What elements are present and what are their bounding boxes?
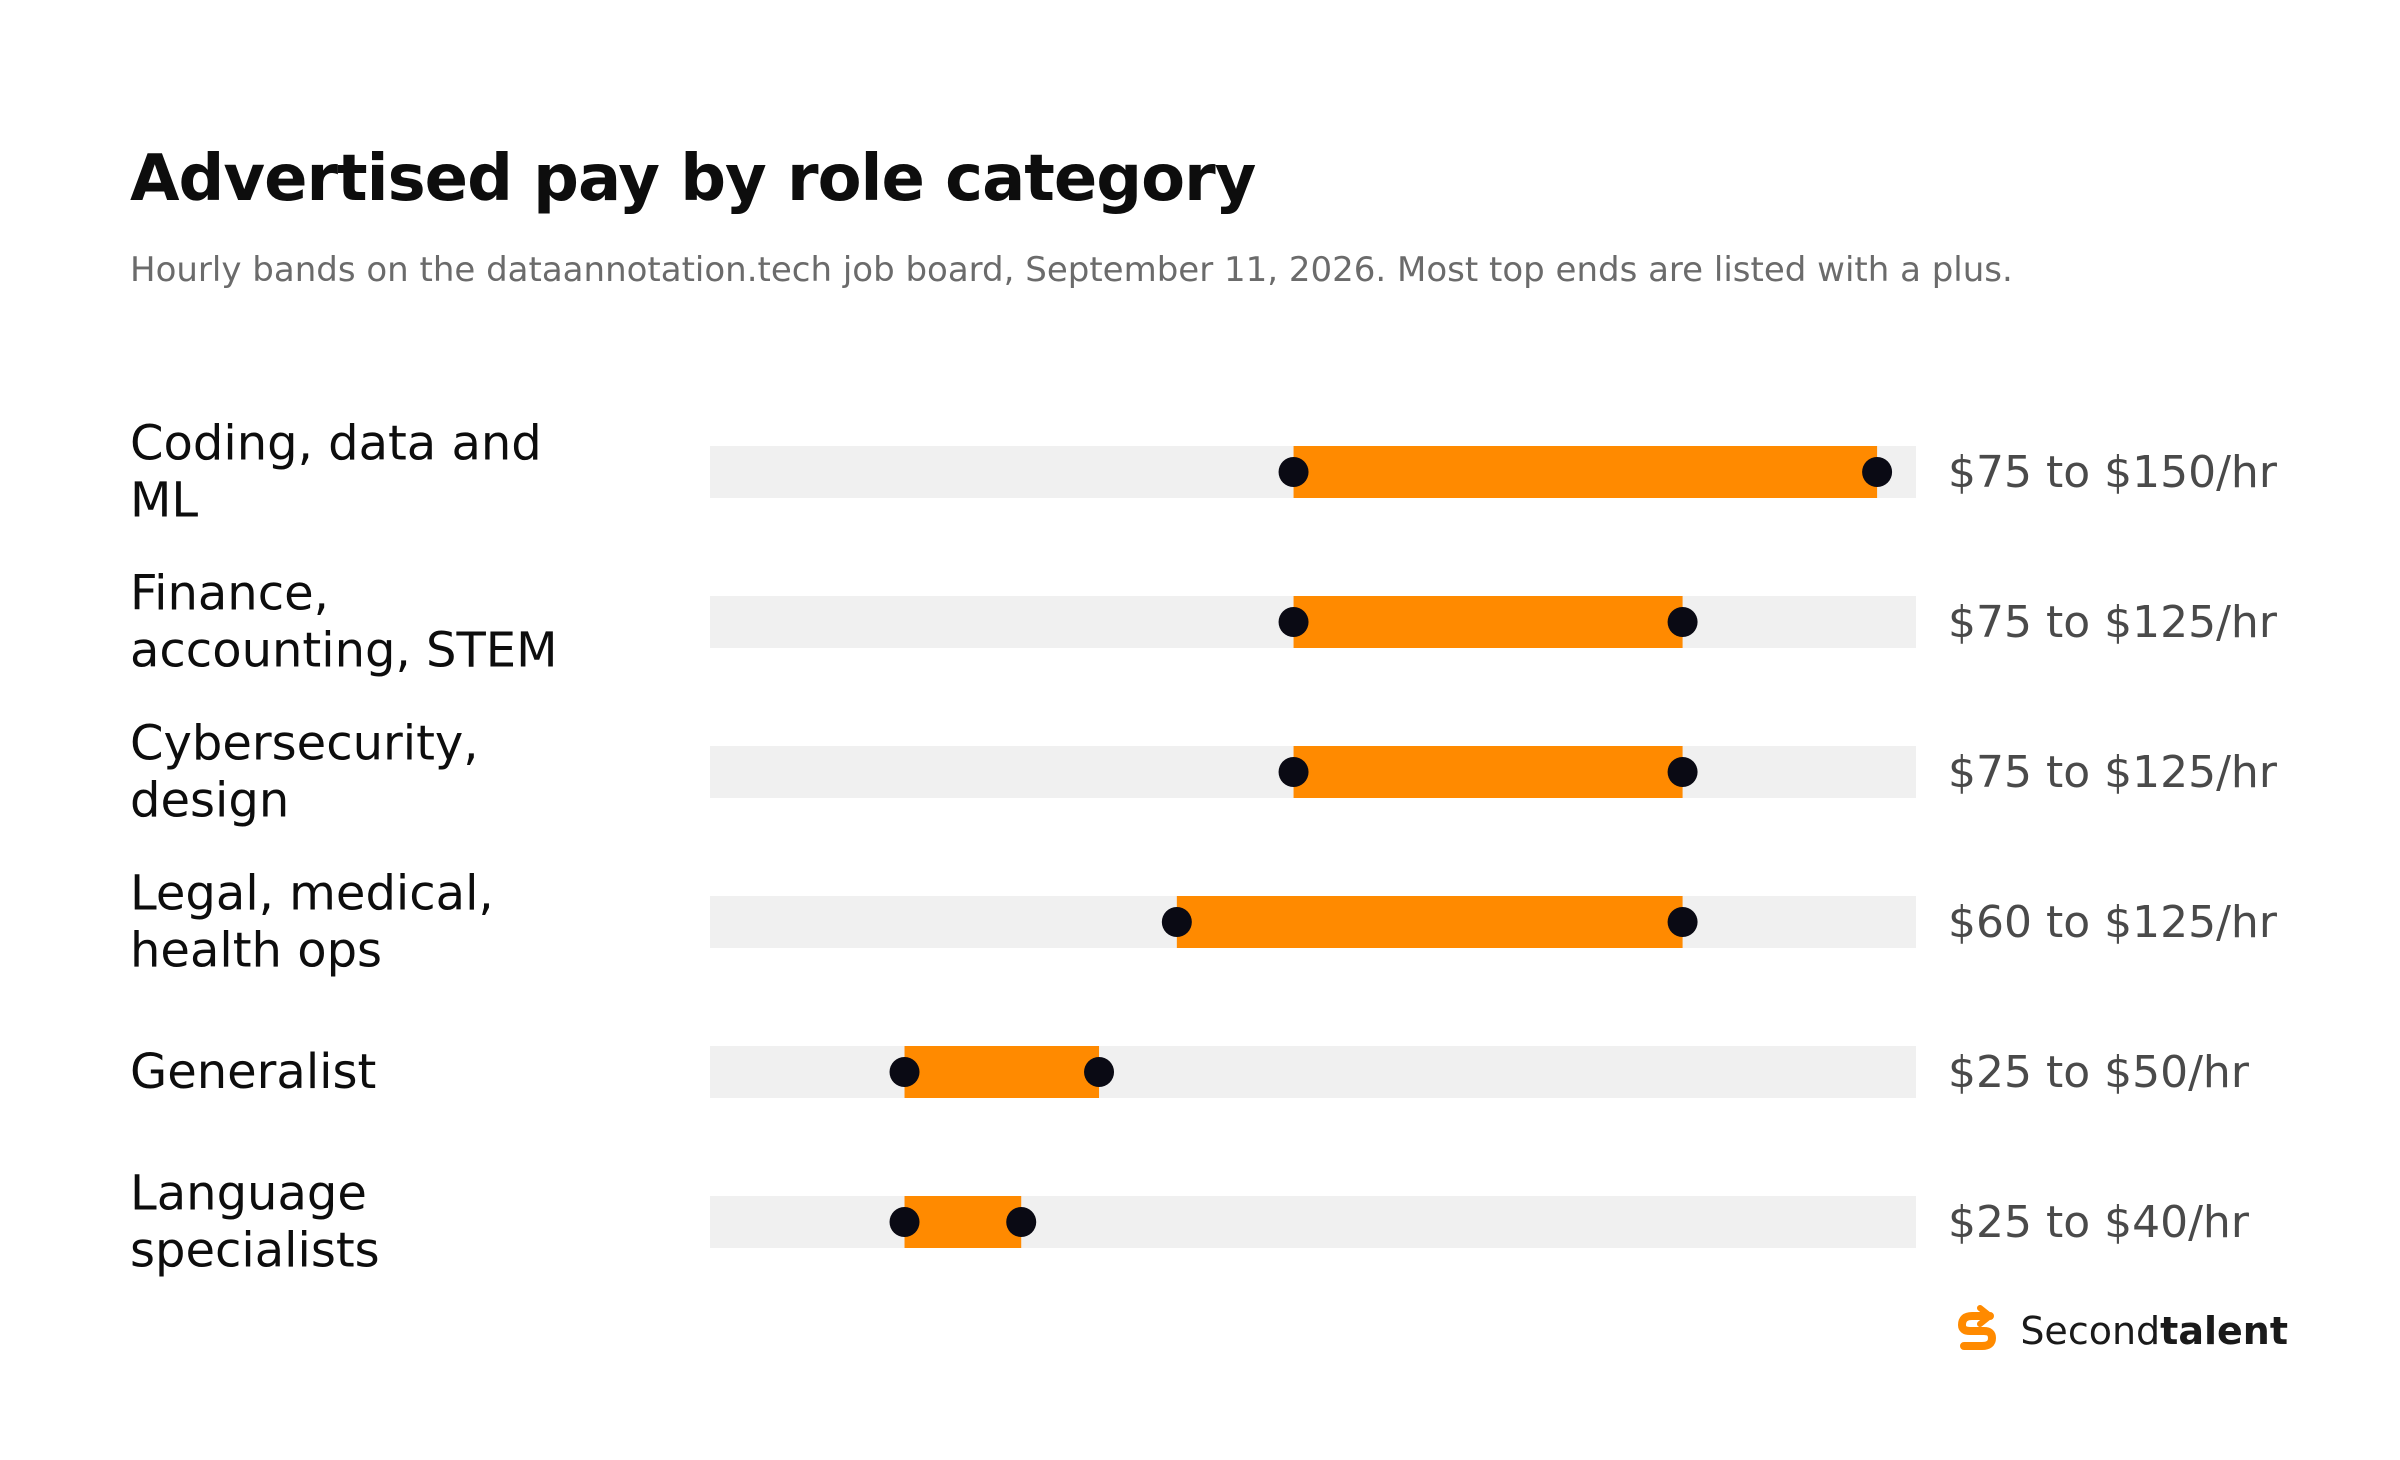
value-label: $25 to $50/hr <box>1948 1047 2250 1098</box>
range-high-point <box>1006 1207 1037 1237</box>
row-label: Legal, medical, <box>130 866 494 922</box>
brand-logo: Secondtalent <box>1950 1304 2288 1358</box>
row-label: Generalist <box>130 1044 376 1100</box>
row-label: ML <box>130 473 198 529</box>
range-bar <box>1293 746 1683 798</box>
value-label: $75 to $125/hr <box>1948 597 2278 648</box>
range-high-point <box>1862 457 1893 487</box>
range-low-point <box>1161 907 1192 937</box>
chart-title: Advertised pay by role category <box>130 142 1256 216</box>
range-high-point <box>1667 907 1698 937</box>
brand-name-light: Second <box>2020 1309 2161 1353</box>
chart-subtitle: Hourly bands on the dataannotation.tech … <box>130 250 2013 290</box>
range-high-point <box>1667 607 1698 637</box>
value-label: $75 to $150/hr <box>1948 447 2278 498</box>
value-label: $75 to $125/hr <box>1948 747 2278 798</box>
brand-name-bold: talent <box>2160 1309 2288 1353</box>
row-label: Coding, data and <box>130 416 542 472</box>
range-low-point <box>889 1057 920 1087</box>
row-label: accounting, STEM <box>130 623 558 679</box>
range-low-point <box>1278 757 1309 787</box>
row-label: health ops <box>130 923 382 979</box>
range-high-point <box>1084 1057 1115 1087</box>
range-high-point <box>1667 757 1698 787</box>
brand-name: Secondtalent <box>2020 1309 2288 1353</box>
range-bar <box>1176 896 1683 948</box>
row-label: Finance, <box>130 566 329 622</box>
row-label: Language <box>130 1166 367 1222</box>
row-label: specialists <box>130 1223 380 1279</box>
row-label: Cybersecurity, <box>130 716 479 772</box>
value-label: $25 to $40/hr <box>1948 1197 2250 1248</box>
value-label: $60 to $125/hr <box>1948 897 2278 948</box>
range-bar <box>1293 596 1683 648</box>
range-bar <box>904 1046 1100 1098</box>
range-bar <box>1293 446 1878 498</box>
row-label: design <box>130 773 289 829</box>
range-low-point <box>889 1207 920 1237</box>
range-low-point <box>1278 457 1309 487</box>
range-low-point <box>1278 607 1309 637</box>
range-bar <box>904 1196 1022 1248</box>
secondtalent-s-logo-icon <box>1958 1305 1997 1350</box>
